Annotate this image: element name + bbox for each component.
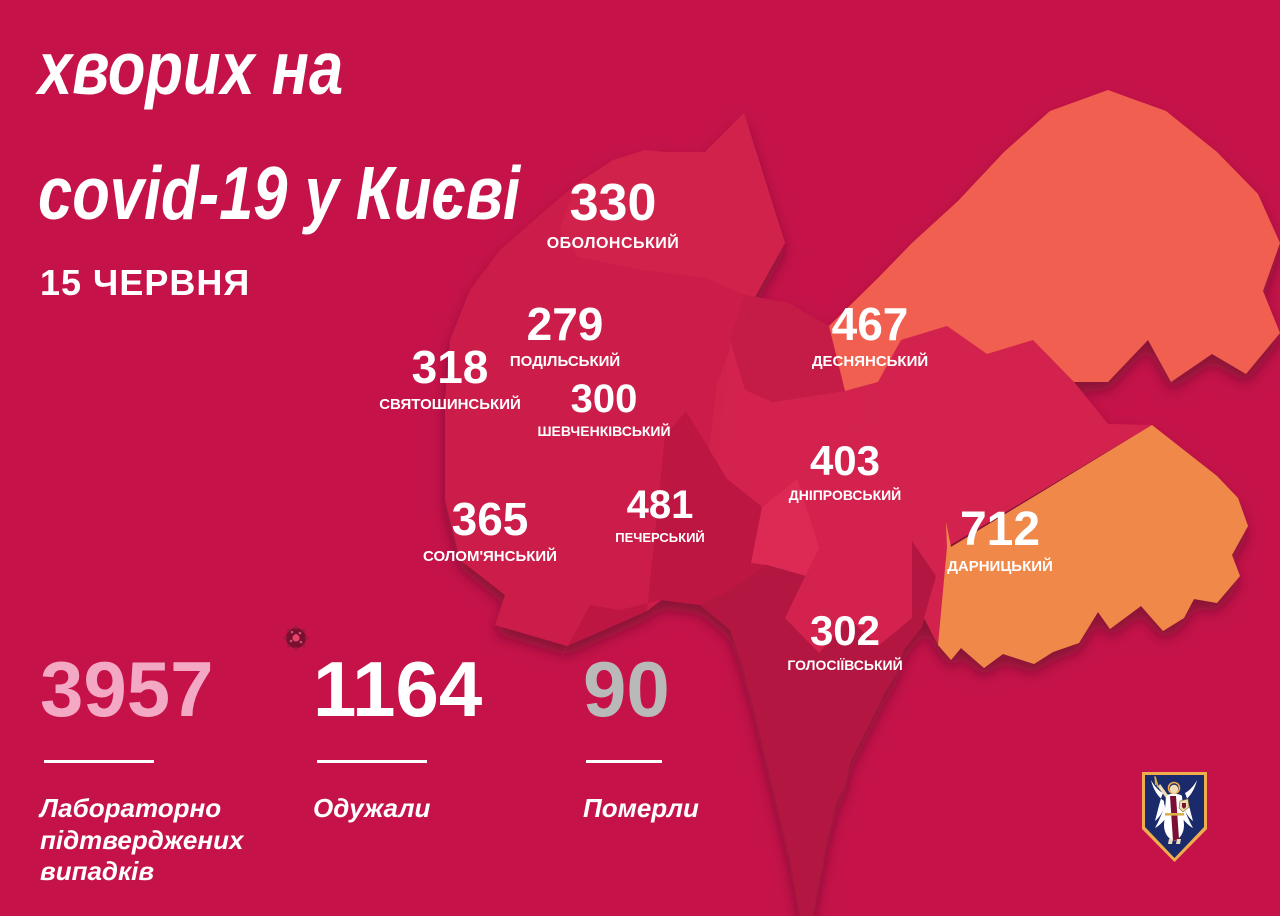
svg-text:365: 365 bbox=[452, 493, 529, 545]
svg-text:ОБОЛОНСЬКИЙ: ОБОЛОНСЬКИЙ bbox=[547, 233, 680, 252]
svg-text:ДАРНИЦЬКИЙ: ДАРНИЦЬКИЙ bbox=[947, 557, 1053, 575]
svg-text:ПОДІЛЬСЬКИЙ: ПОДІЛЬСЬКИЙ bbox=[510, 352, 620, 370]
svg-text:318: 318 bbox=[412, 341, 489, 393]
svg-text:302: 302 bbox=[810, 607, 880, 654]
svg-text:481: 481 bbox=[627, 483, 694, 527]
svg-text:467: 467 bbox=[832, 298, 909, 350]
svg-text:712: 712 bbox=[960, 503, 1040, 556]
svg-text:СВЯТОШИНСЬКИЙ: СВЯТОШИНСЬКИЙ bbox=[379, 395, 521, 413]
svg-text:ШЕВЧЕНКІВСЬКИЙ: ШЕВЧЕНКІВСЬКИЙ bbox=[537, 422, 670, 439]
svg-text:ДНІПРОВСЬКИЙ: ДНІПРОВСЬКИЙ bbox=[789, 486, 902, 503]
svg-text:ПЕЧЕРСЬКИЙ: ПЕЧЕРСЬКИЙ bbox=[615, 530, 705, 545]
svg-text:403: 403 bbox=[810, 437, 880, 484]
svg-text:ДЕСНЯНСЬКИЙ: ДЕСНЯНСЬКИЙ bbox=[812, 352, 928, 370]
svg-text:300: 300 bbox=[571, 377, 638, 421]
svg-text:ГОЛОСІЇВСЬКИЙ: ГОЛОСІЇВСЬКИЙ bbox=[787, 656, 902, 673]
svg-text:279: 279 bbox=[527, 298, 604, 350]
svg-text:СОЛОМ'ЯНСЬКИЙ: СОЛОМ'ЯНСЬКИЙ bbox=[423, 547, 557, 565]
svg-text:330: 330 bbox=[570, 174, 657, 232]
